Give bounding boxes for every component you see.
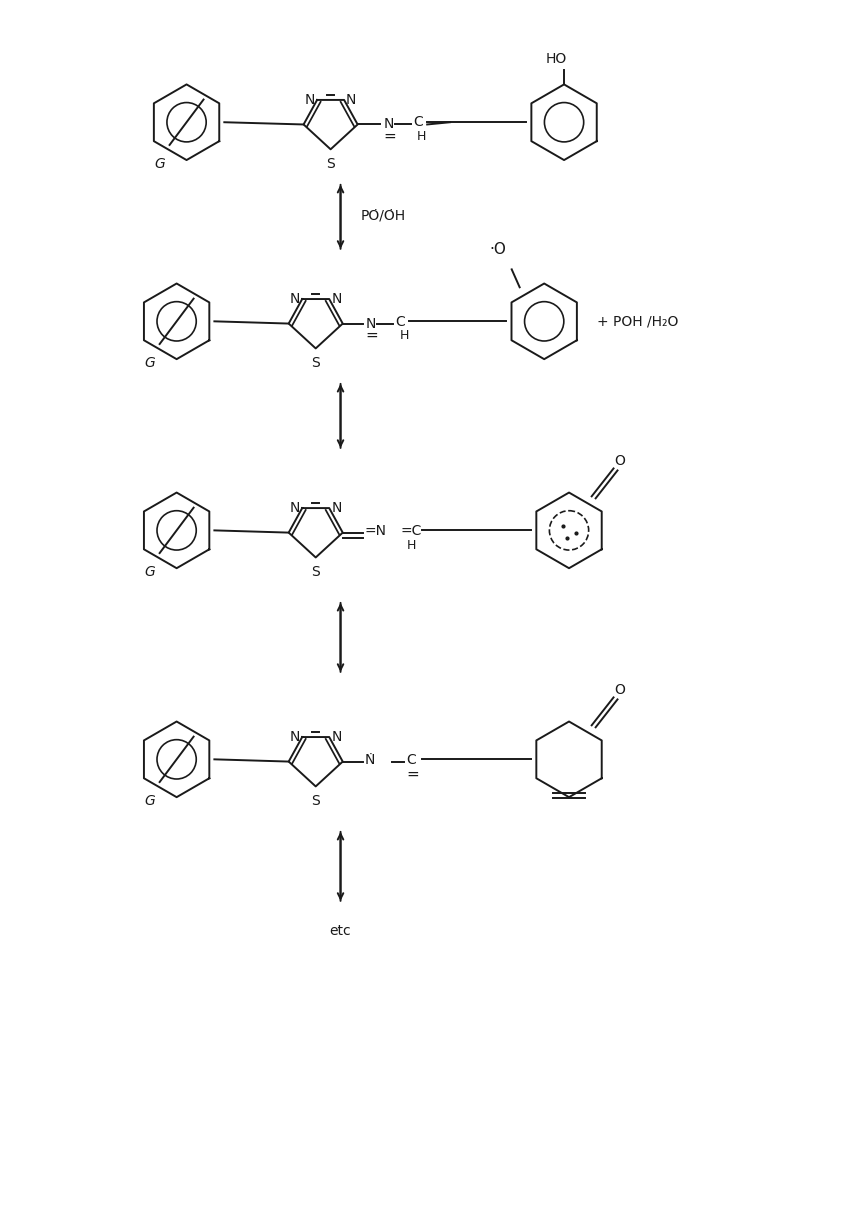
Text: G: G [145,794,155,807]
Text: =: = [406,767,419,782]
Text: HO: HO [545,53,566,66]
Text: PȮ/ȮH: PȮ/ȮH [360,210,405,223]
Text: Ṅ: Ṅ [365,752,375,767]
Text: C: C [414,115,423,130]
Text: N: N [331,730,342,744]
Text: =N: =N [365,524,387,537]
Text: =: = [383,129,396,144]
Text: G: G [145,564,155,579]
Text: ·O: ·O [490,243,506,258]
Text: N: N [289,292,300,306]
Text: C: C [395,314,405,329]
Text: N: N [331,501,342,515]
Text: N: N [289,501,300,515]
Text: H: H [417,130,426,142]
Text: S: S [311,566,320,579]
Text: =C: =C [400,524,422,537]
Text: N: N [383,118,394,131]
Text: H: H [399,329,408,342]
Text: N: N [346,93,356,107]
Text: N: N [289,730,300,744]
Text: G: G [154,157,165,171]
Text: + POH /H₂O: + POH /H₂O [597,314,679,329]
Text: O: O [614,683,625,697]
Text: S: S [327,157,335,172]
Text: =: = [365,328,378,344]
Text: G: G [145,356,155,369]
Text: S: S [311,794,320,809]
Text: N: N [331,292,342,306]
Text: O: O [614,454,625,469]
Text: H: H [406,539,416,552]
Text: N: N [305,93,315,107]
Text: S: S [311,356,320,371]
Text: etc: etc [330,924,351,937]
Text: C: C [406,752,416,767]
Text: N: N [365,317,376,330]
